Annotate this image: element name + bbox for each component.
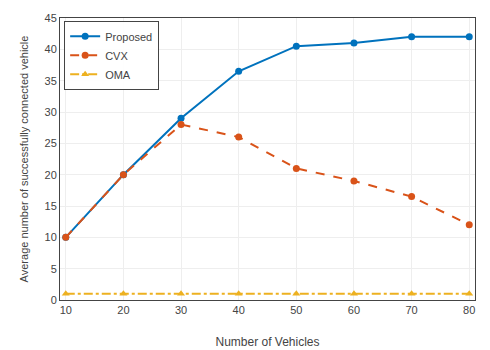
svg-text:Average number of successfully: Average number of successfully connected… [18, 36, 30, 283]
svg-text:80: 80 [463, 304, 475, 316]
svg-text:10: 10 [60, 304, 72, 316]
svg-text:5: 5 [51, 263, 57, 275]
svg-text:Number of Vehicles: Number of Vehicles [215, 335, 319, 349]
svg-text:Proposed: Proposed [105, 31, 152, 43]
svg-text:30: 30 [45, 106, 57, 118]
svg-text:40: 40 [233, 304, 245, 316]
svg-text:20: 20 [117, 304, 129, 316]
svg-text:35: 35 [45, 75, 57, 87]
svg-text:50: 50 [290, 304, 302, 316]
svg-text:45: 45 [45, 12, 57, 24]
svg-text:0: 0 [51, 294, 57, 306]
svg-text:20: 20 [45, 169, 57, 181]
svg-text:CVX: CVX [105, 50, 128, 62]
svg-text:60: 60 [348, 304, 360, 316]
svg-text:10: 10 [45, 231, 57, 243]
svg-text:15: 15 [45, 200, 57, 212]
svg-text:70: 70 [405, 304, 417, 316]
svg-text:40: 40 [45, 43, 57, 55]
svg-text:OMA: OMA [105, 69, 131, 81]
svg-text:25: 25 [45, 137, 57, 149]
svg-text:30: 30 [175, 304, 187, 316]
